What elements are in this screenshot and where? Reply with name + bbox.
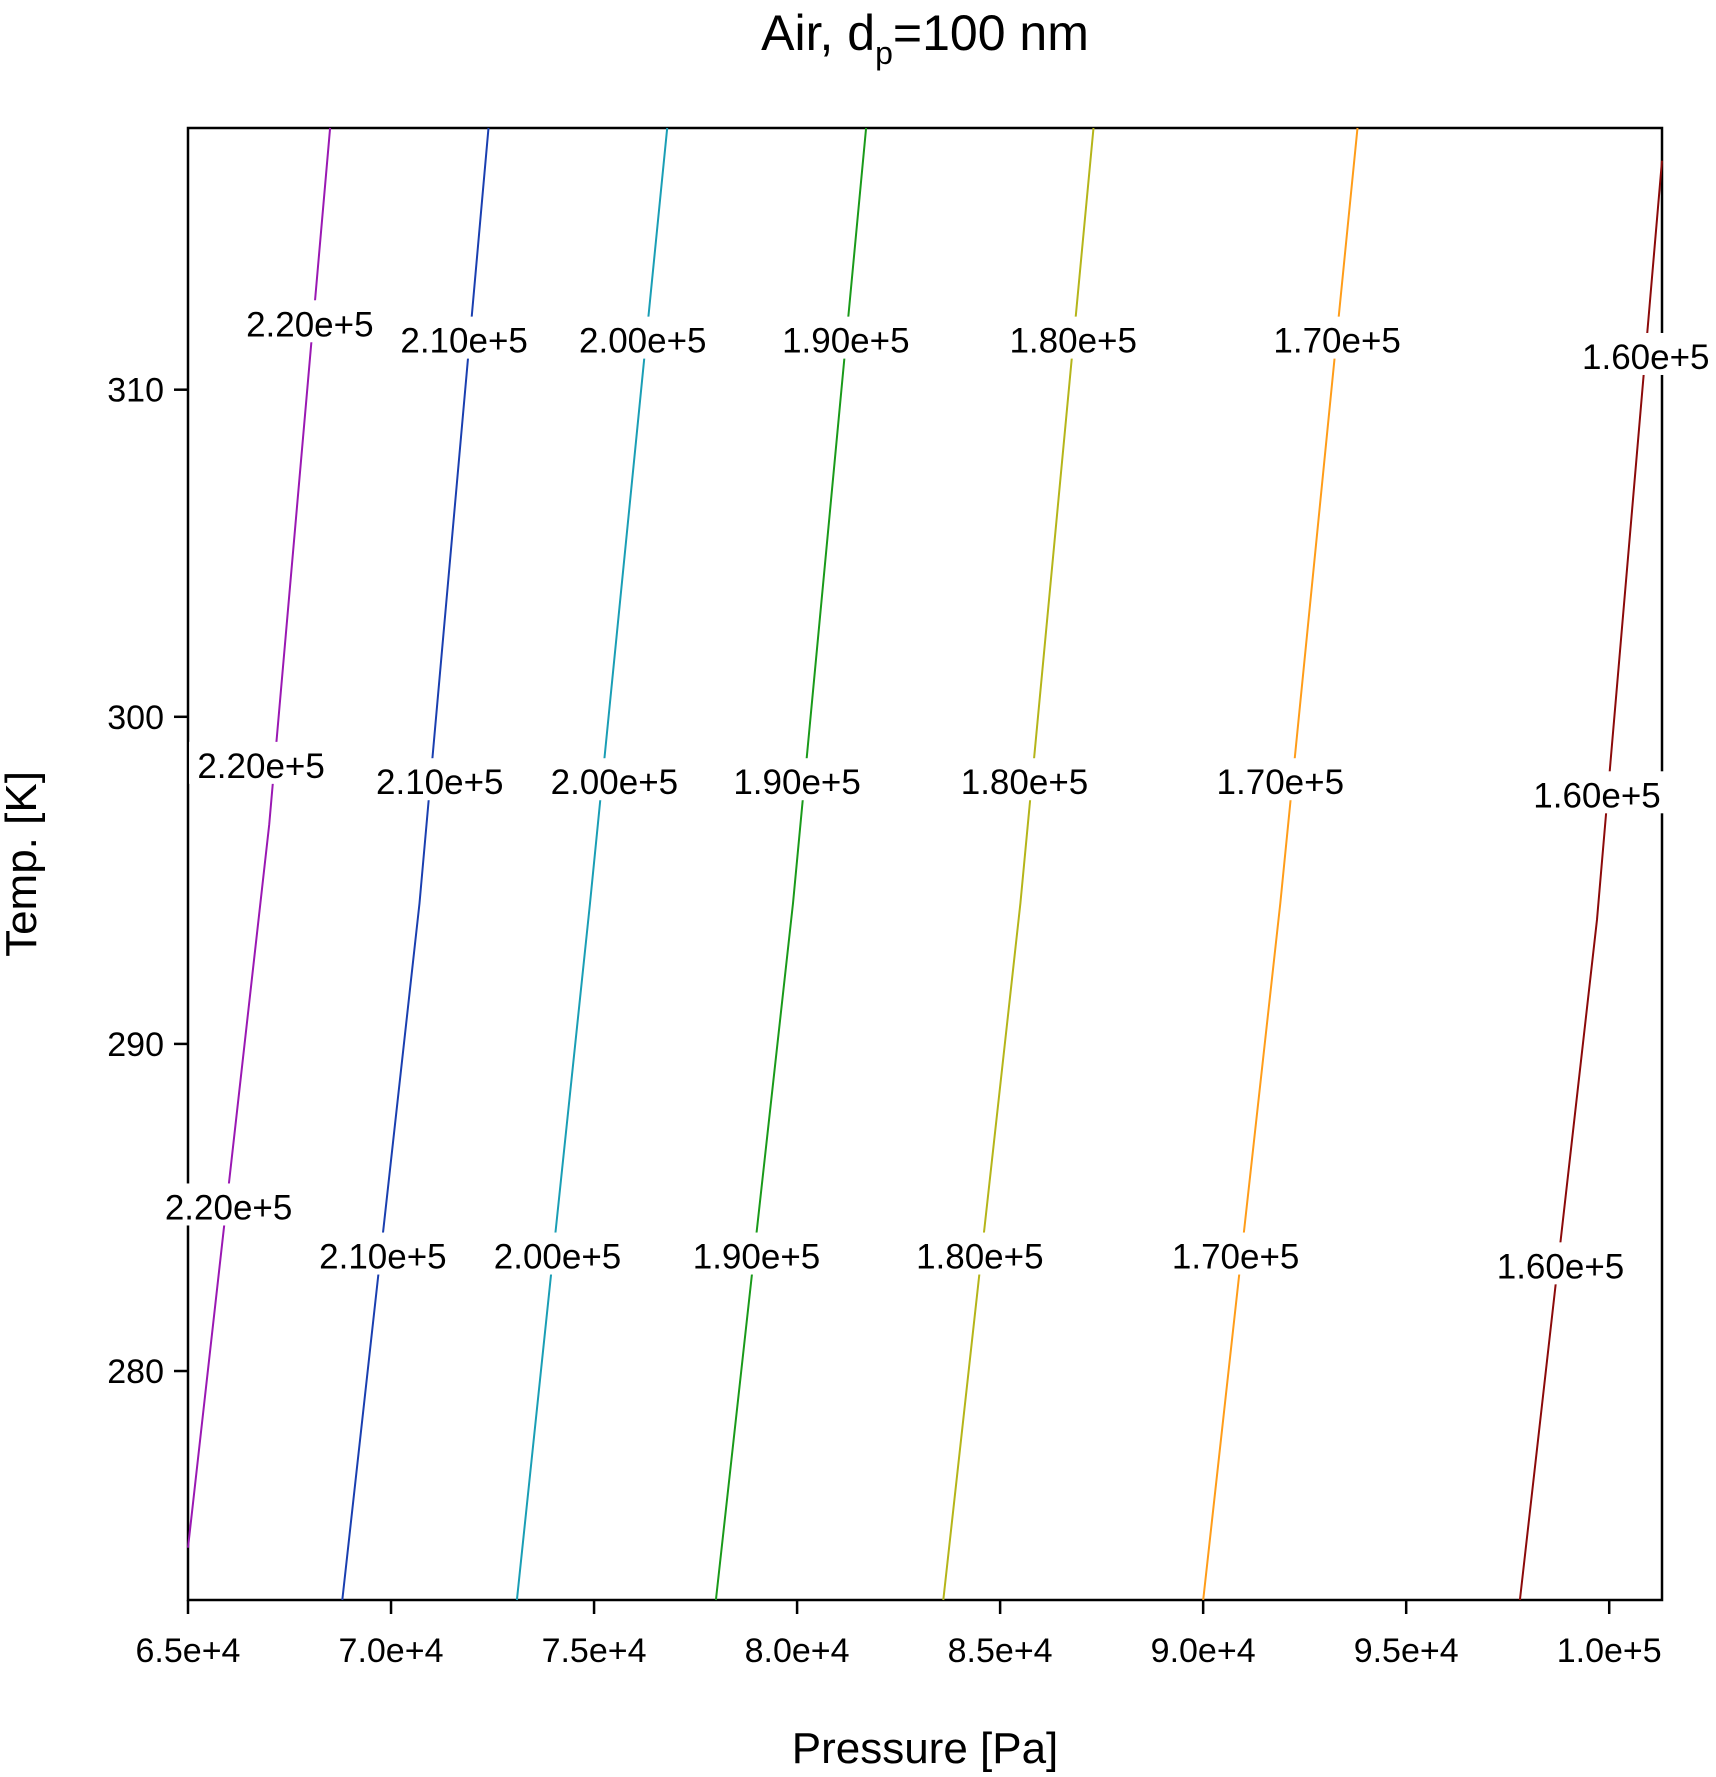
y-axis-label: Temp. [K] (0, 771, 46, 957)
contour-label: 2.10e+5 (319, 1238, 447, 1277)
contour-label-background (485, 1232, 630, 1275)
contour-line (1518, 160, 1663, 1601)
contour-label-background (684, 1232, 829, 1275)
y-tick-label: 290 (107, 1026, 164, 1064)
contour-label: 1.60e+5 (1497, 1247, 1625, 1286)
contour-line (187, 127, 332, 1548)
contour-label: 1.60e+5 (1582, 338, 1710, 377)
x-tick-label: 7.0e+4 (339, 1632, 444, 1670)
contour-line (942, 127, 1095, 1601)
x-tick-label: 8.5e+4 (948, 1632, 1053, 1670)
x-tick-label: 9.5e+4 (1354, 1632, 1459, 1670)
contour-label-background (1208, 758, 1353, 801)
plot-frame (186, 126, 1664, 1602)
contour-label-background (1001, 316, 1146, 359)
x-tick-label: 9.0e+4 (1151, 1632, 1256, 1670)
contour-label: 2.20e+5 (165, 1188, 293, 1227)
contour-line (341, 127, 490, 1601)
x-tick-label: 8.0e+4 (745, 1632, 850, 1670)
contour-label-background (156, 1183, 301, 1226)
contour-line (1202, 127, 1359, 1601)
contour-label: 1.80e+5 (961, 763, 1089, 802)
x-tick-label: 6.5e+4 (136, 1632, 241, 1670)
contour-label: 2.10e+5 (376, 763, 504, 802)
x-axis-ticks: 6.5e+4 7.0e+4 7.5e+4 8.0e+4 8.5e+4 9.0e+4 9.5e… (136, 1600, 1662, 1670)
contour-label: 1.70e+5 (1172, 1238, 1300, 1277)
x-axis-label: Pressure [Pa] (792, 1724, 1059, 1773)
contour-label: 2.20e+5 (246, 305, 374, 344)
chart-title: Air, dp=100 nm (761, 5, 1089, 71)
contour-label-background (1265, 316, 1410, 359)
contour-label: 2.20e+5 (197, 747, 325, 786)
chart-title-main: Air, d (761, 5, 875, 61)
contour-lines (187, 127, 1663, 1601)
contour-label-background (1573, 332, 1716, 375)
contour-label: 1.90e+5 (693, 1238, 821, 1277)
contour-label: 2.00e+5 (579, 322, 707, 361)
contour-label: 1.80e+5 (1009, 322, 1137, 361)
x-tick-label: 1.0e+5 (1557, 1632, 1662, 1670)
contour-label-background (952, 758, 1097, 801)
contour-label-background (1163, 1232, 1308, 1275)
contour-label-background (1488, 1242, 1633, 1285)
y-tick-label: 310 (107, 372, 164, 410)
contour-line (515, 127, 669, 1601)
contour-label-background (907, 1232, 1052, 1275)
contour-label-background (392, 316, 537, 359)
contour-label-background (542, 758, 687, 801)
x-tick-label: 7.5e+4 (542, 1632, 647, 1670)
contour-label: 1.60e+5 (1533, 776, 1661, 815)
y-axis-ticks: 280 290 300 310 (107, 372, 188, 1391)
chart-title-suffix: =100 nm (893, 5, 1089, 61)
contour-label: 1.90e+5 (733, 763, 861, 802)
contour-label: 1.70e+5 (1217, 763, 1345, 802)
contour-label-background (570, 316, 715, 359)
contour-line (714, 127, 868, 1601)
contour-label: 2.00e+5 (494, 1238, 622, 1277)
contour-labels: 2.20e+5 2.20e+5 2.20e+5 2.10e+5 2.10e+5 2.10e… (156, 300, 1716, 1286)
contour-label: 2.00e+5 (551, 763, 679, 802)
contour-label-background (1525, 771, 1670, 814)
contour-label-background (189, 741, 334, 784)
contour-label: 1.80e+5 (916, 1238, 1044, 1277)
contour-label: 2.10e+5 (400, 322, 528, 361)
contour-label-background (237, 300, 382, 343)
y-tick-label: 300 (107, 699, 164, 737)
contour-label-background (367, 758, 512, 801)
contour-label: 1.70e+5 (1273, 322, 1401, 361)
y-tick-label: 280 (107, 1353, 164, 1391)
contour-label-background (773, 316, 918, 359)
contour-label-background (310, 1232, 455, 1275)
contour-label: 1.90e+5 (782, 322, 910, 361)
chart-title-subscript: p (875, 35, 893, 71)
contour-label-background (725, 758, 870, 801)
